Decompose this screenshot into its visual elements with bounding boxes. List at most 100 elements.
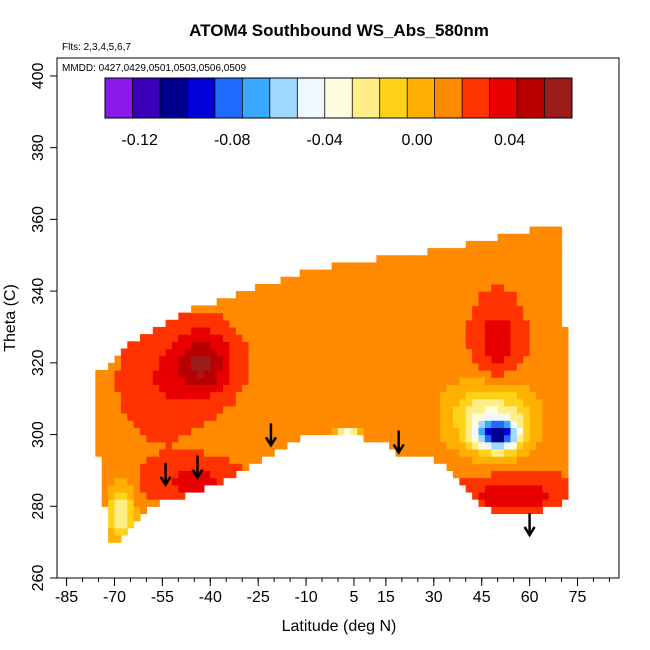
heatmap-cell — [535, 269, 543, 278]
heatmap-cell — [235, 420, 243, 428]
heatmap-cell — [472, 463, 480, 472]
heatmap-cell — [555, 226, 563, 235]
heatmap-cell — [555, 341, 563, 350]
heatmap-cell — [529, 298, 537, 307]
heatmap-cell — [184, 434, 192, 443]
heatmap-cell — [140, 484, 148, 493]
heatmap-cell — [140, 506, 148, 515]
heatmap-cell — [229, 305, 237, 314]
heatmap-cell — [254, 348, 262, 357]
heatmap-cell — [286, 334, 294, 342]
heatmap-cell — [452, 448, 460, 457]
heatmap-cell — [191, 391, 199, 400]
heatmap-cell — [446, 262, 454, 271]
heatmap-cell — [472, 334, 480, 342]
heatmap-cell — [235, 348, 243, 357]
heatmap-cell — [478, 341, 486, 350]
heatmap-cell — [401, 377, 409, 385]
heatmap-cell — [306, 334, 314, 342]
heatmap-cell — [274, 291, 282, 299]
heatmap-cell — [280, 305, 288, 314]
heatmap-cell — [510, 506, 518, 515]
heatmap-cell — [350, 269, 358, 278]
heatmap-cell — [114, 470, 122, 479]
heatmap-cell — [561, 441, 569, 450]
heatmap-cell — [318, 291, 326, 299]
heatmap-cell — [210, 427, 218, 436]
heatmap-cell — [127, 427, 135, 436]
heatmap-cell — [210, 391, 218, 400]
heatmap-cell — [491, 499, 499, 507]
heatmap-cell — [376, 283, 384, 292]
heatmap-cell — [152, 470, 160, 479]
heatmap-cell — [446, 456, 454, 464]
heatmap-cell — [171, 491, 179, 500]
heatmap-cell — [535, 362, 543, 371]
heatmap-cell — [382, 334, 390, 342]
heatmap-cell — [274, 283, 282, 292]
heatmap-cell — [293, 377, 301, 385]
heatmap-cell — [114, 413, 122, 421]
heatmap-cell — [152, 456, 160, 464]
heatmap-cell — [325, 370, 333, 378]
heatmap-cell — [242, 405, 250, 414]
heatmap-cell — [516, 398, 524, 407]
heatmap-cell — [140, 377, 148, 385]
heatmap-cell — [223, 341, 231, 350]
heatmap-cell — [497, 240, 505, 249]
heatmap-cell — [408, 283, 416, 292]
heatmap-cell — [497, 312, 505, 321]
heatmap-cell — [114, 370, 122, 378]
heatmap-cell — [191, 463, 199, 472]
heatmap-cell — [133, 499, 141, 507]
heatmap-cell — [133, 477, 141, 486]
heatmap-cell — [286, 326, 294, 335]
heatmap-cell — [286, 420, 294, 428]
heatmap-cell — [242, 326, 250, 335]
heatmap-cell — [478, 326, 486, 335]
heatmap-cell — [389, 276, 397, 285]
heatmap-cell — [318, 326, 326, 335]
heatmap-cell — [427, 262, 435, 271]
heatmap-cell — [440, 319, 448, 328]
heatmap-cell — [529, 413, 537, 421]
heatmap-cell — [280, 341, 288, 350]
heatmap-cell — [548, 484, 556, 493]
heatmap-cell — [414, 283, 422, 292]
heatmap-cell — [312, 341, 320, 350]
heatmap-cell — [159, 348, 167, 357]
heatmap-cell — [120, 427, 128, 436]
heatmap-cell — [114, 484, 122, 493]
heatmap-cell — [331, 348, 339, 357]
heatmap-cell — [478, 441, 486, 450]
heatmap-cell — [395, 334, 403, 342]
heatmap-cell — [414, 326, 422, 335]
heatmap-cell — [344, 283, 352, 292]
heatmap-cell — [331, 262, 339, 271]
heatmap-cell — [140, 456, 148, 464]
heatmap-cell — [140, 420, 148, 428]
heatmap-cell — [484, 291, 492, 299]
heatmap-cell — [414, 370, 422, 378]
heatmap-cell — [427, 355, 435, 364]
heatmap-cell — [318, 348, 326, 357]
heatmap-cell — [274, 319, 282, 328]
heatmap-cell — [427, 298, 435, 307]
heatmap-cell — [171, 384, 179, 393]
heatmap-cell — [542, 319, 550, 328]
heatmap-cell — [191, 370, 199, 378]
heatmap-cell — [306, 298, 314, 307]
heatmap-cell — [523, 319, 531, 328]
heatmap-cell — [159, 420, 167, 428]
heatmap-cell — [433, 420, 441, 428]
heatmap-cell — [472, 341, 480, 350]
heatmap-cell — [421, 312, 429, 321]
heatmap-cell — [306, 370, 314, 378]
heatmap-cell — [465, 362, 473, 371]
heatmap-cell — [491, 377, 499, 385]
heatmap-cell — [254, 319, 262, 328]
heatmap-cell — [427, 255, 435, 264]
heatmap-cell — [491, 463, 499, 472]
heatmap-cell — [491, 262, 499, 271]
heatmap-cell — [127, 463, 135, 472]
